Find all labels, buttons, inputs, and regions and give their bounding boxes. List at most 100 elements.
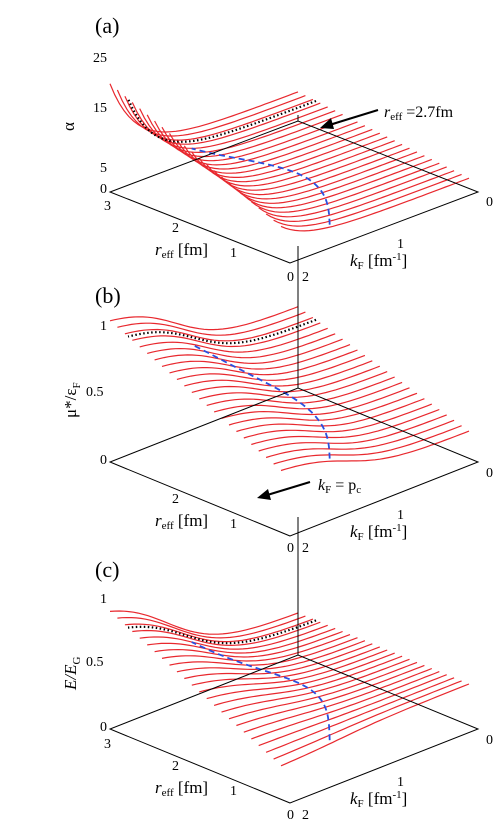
panel-c-curve xyxy=(176,640,366,673)
panel-a-z-tick-5: 5 xyxy=(100,161,107,176)
panel-b-curve xyxy=(243,403,433,439)
panel-b-x-axis-label: kF [fm-1] xyxy=(350,522,407,543)
panel-c-curve xyxy=(161,634,351,662)
panel-a-z-axis-label: α xyxy=(59,122,78,131)
panel-c-y-tick-2: 2 xyxy=(172,759,179,774)
panel-a-x-tick-0: 0 xyxy=(486,195,493,210)
panel-a-y-tick-2: 2 xyxy=(172,221,179,236)
panel-b-curve xyxy=(154,338,343,365)
panel-a-annotation-arrowhead xyxy=(320,118,334,129)
panel-a-axes xyxy=(108,115,480,264)
panel-c-curve xyxy=(243,667,433,733)
panel-c-curve xyxy=(213,655,403,706)
panel-b-curve xyxy=(258,414,447,452)
panel-c-curve xyxy=(265,677,455,753)
panel-b-curve xyxy=(124,316,314,342)
panel-c-curve xyxy=(184,643,373,680)
panel-b-curve xyxy=(176,354,366,381)
panel-b-curve xyxy=(280,430,470,472)
panel-b-y-tick-0: 0 xyxy=(287,541,294,556)
panel-a-y-tick-0: 0 xyxy=(287,270,294,285)
panel-a-curve xyxy=(235,155,425,204)
panel-b-annotation-arrowhead xyxy=(257,489,271,500)
panel-c-y-tick-3: 3 xyxy=(104,737,111,752)
panel-a-y-axis-label: reff [fm] xyxy=(155,240,208,261)
panel-c-curve xyxy=(117,615,306,639)
panel-b-pc-curve xyxy=(191,343,331,459)
panel-b-curve xyxy=(265,419,455,459)
panel-b-label: (b) xyxy=(95,283,121,308)
panel-a-annotation: reff =2.7fm xyxy=(384,104,454,123)
panel-a-x-tick-1: 1 xyxy=(397,237,404,252)
panel-a-curve xyxy=(161,117,351,162)
panel-a-curve xyxy=(250,162,440,213)
panel-c-curve xyxy=(191,646,381,686)
panel-a-curve xyxy=(265,170,455,223)
panel-c-x-axis-label: kF [fm-1] xyxy=(350,789,407,810)
panel-c-floor xyxy=(108,654,480,804)
panel-a-curve xyxy=(243,158,433,209)
panel-a-z-tick-0: 0 xyxy=(100,182,107,197)
panel-a-label: (a) xyxy=(95,13,119,38)
panel-a-curve xyxy=(146,110,336,154)
panel-b-x-tick-2: 2 xyxy=(302,541,309,556)
panel-a-curve xyxy=(191,132,381,178)
panel-b-curve xyxy=(273,425,462,465)
panel-c-curve xyxy=(139,624,328,650)
panel-c-curve xyxy=(221,658,410,713)
panel-c-y-tick-1: 1 xyxy=(230,784,237,799)
panel-b-annotation-arrow xyxy=(263,481,311,497)
panel-b-curve xyxy=(251,408,440,446)
panel-c-curve xyxy=(251,671,440,740)
panel-c-x-tick-0: 0 xyxy=(486,733,493,748)
panel-c-curve xyxy=(280,683,470,767)
panel-b-curve xyxy=(191,365,381,393)
panel-a-x-tick-2: 2 xyxy=(302,270,309,285)
panel-b-y-tick-1: 1 xyxy=(230,517,237,532)
panel-b-y-tick-2: 2 xyxy=(172,492,179,507)
panel-c-x-tick-1: 1 xyxy=(397,775,404,790)
panel-b-curve xyxy=(169,349,358,376)
panel-c-curve xyxy=(258,674,447,747)
panel-b-z-axis-label: μ*/εF xyxy=(61,382,83,418)
panel-a-curve xyxy=(131,102,321,145)
panel-b-curve xyxy=(184,360,373,387)
panel-c-curve xyxy=(236,664,425,727)
panel-c-curve xyxy=(273,680,462,760)
panel-b-z-tick-0.5: 0.5 xyxy=(86,385,104,400)
panel-b-curve xyxy=(228,392,418,426)
panel-b-curve xyxy=(213,381,403,413)
panel-c-label: (c) xyxy=(95,557,119,582)
panel-a-curve xyxy=(183,128,373,174)
panel-b-curve xyxy=(236,398,425,433)
panel-a-curve xyxy=(221,147,410,196)
panel-b-curve xyxy=(161,344,351,370)
panel-b-curve xyxy=(139,327,328,353)
panel-a-ref-curve xyxy=(127,98,317,143)
panel-b-y-axis-label: reff [fm] xyxy=(155,511,208,532)
panel-b-curve xyxy=(147,333,336,359)
panel-b-curve xyxy=(117,311,306,336)
panel-a-z-tick-15: 15 xyxy=(93,101,107,116)
panel-c-curve xyxy=(147,627,336,654)
panel-a-curve xyxy=(139,106,328,149)
panel-c-y-tick-0: 0 xyxy=(287,808,294,823)
panel-b-curve xyxy=(221,387,410,419)
panel-a-x-axis-label: kF [fm-1] xyxy=(350,251,407,272)
panel-a-y-tick-3: 3 xyxy=(104,199,111,214)
panel-b: (b) 1 0.5 0 μ*/εF 2 1 0 2 1 0 reff [fm] … xyxy=(61,246,493,556)
panel-a-curve xyxy=(280,177,470,232)
panel-c-z-tick-1: 1 xyxy=(100,592,107,607)
panel-a-y-tick-1: 1 xyxy=(230,246,237,261)
panel-c-x-tick-2: 2 xyxy=(302,808,309,823)
panel-a-floor xyxy=(108,120,480,264)
panel-c-z-axis-label: E/EG xyxy=(61,657,83,692)
panel-a-curve xyxy=(109,83,299,133)
panel-a-curve xyxy=(124,95,314,141)
panel-c-curve xyxy=(132,621,321,647)
panel-c-curve xyxy=(109,610,299,635)
panel-a-curve xyxy=(273,173,462,227)
panel-b-axes xyxy=(108,246,480,537)
panel-c-curve xyxy=(169,637,358,666)
